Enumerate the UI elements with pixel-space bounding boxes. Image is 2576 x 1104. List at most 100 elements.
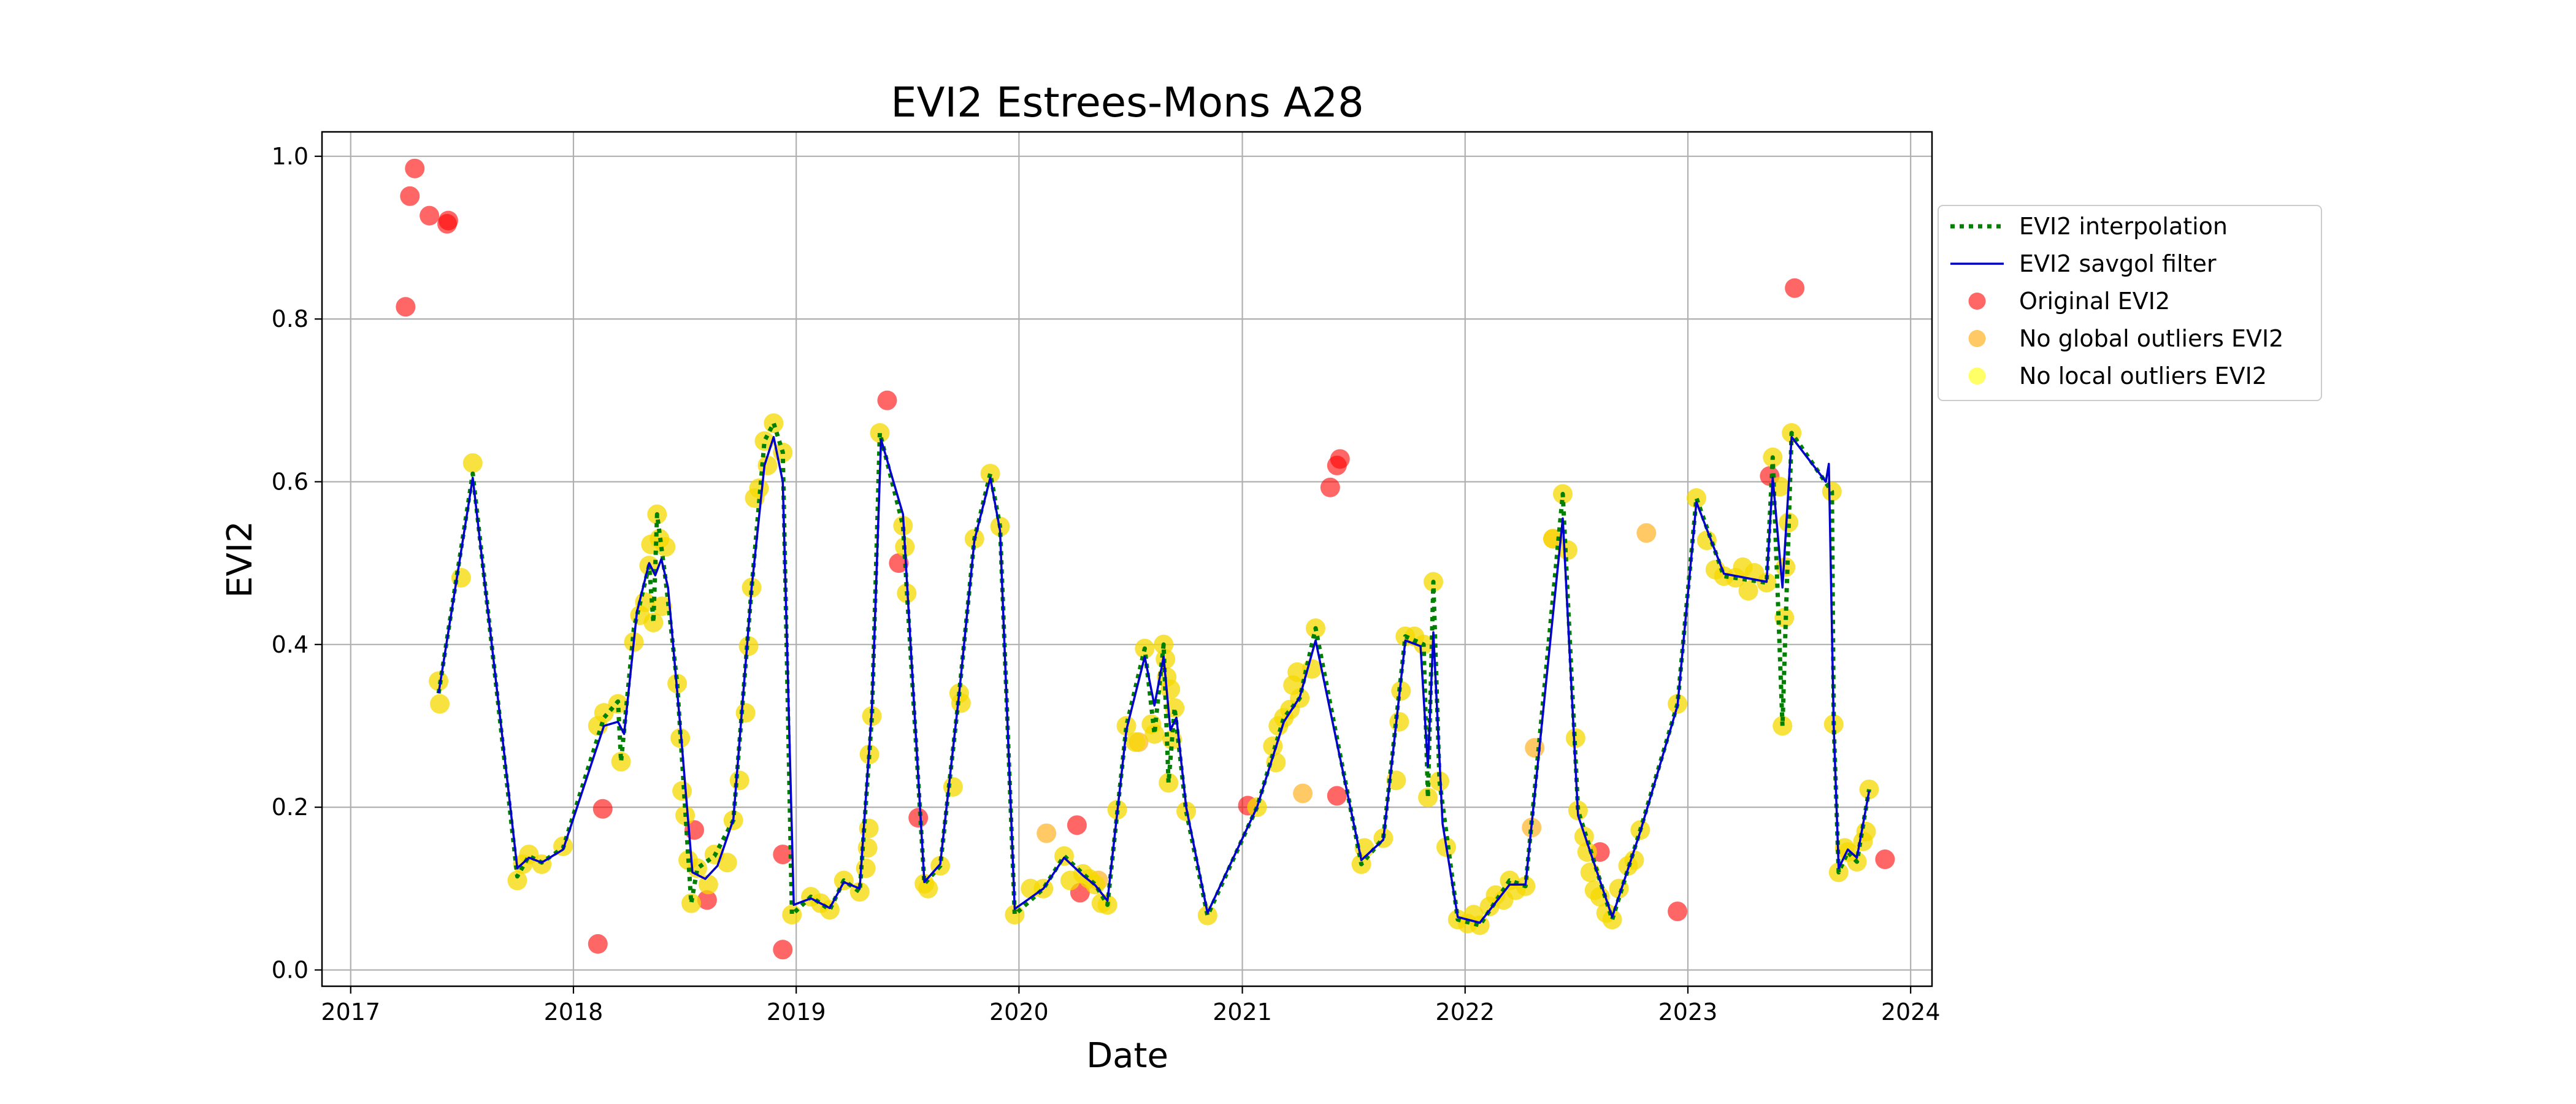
no-local-outliers-point xyxy=(1470,915,1490,935)
no-local-outliers-point xyxy=(918,878,938,899)
original-evi2-point xyxy=(396,297,416,317)
legend-label: EVI2 interpolation xyxy=(2019,213,2228,240)
original-evi2-point xyxy=(1785,278,1805,298)
original-evi2-point xyxy=(877,390,897,410)
no-local-outliers-point xyxy=(1263,736,1283,756)
y-tick-label: 0.4 xyxy=(272,631,309,658)
no-local-outliers-point xyxy=(1125,732,1146,752)
no-local-outliers-point xyxy=(782,905,802,925)
x-tick-label: 2017 xyxy=(321,999,380,1025)
plot-frame xyxy=(321,131,1933,987)
x-tick-label: 2019 xyxy=(767,999,826,1025)
no-local-outliers-point xyxy=(594,703,614,723)
original-evi2-point xyxy=(1668,901,1688,921)
legend-swatch-no-global xyxy=(1968,330,1986,347)
plot-data xyxy=(396,158,1895,960)
original-evi2-point xyxy=(400,186,420,206)
no-local-outliers-point xyxy=(735,703,756,723)
no-local-outliers-point xyxy=(1389,711,1409,732)
no-local-outliers-point xyxy=(819,900,840,920)
no-local-outliers-point xyxy=(757,455,778,475)
no-local-outliers-point xyxy=(1287,662,1308,682)
no-local-outliers-point xyxy=(980,464,1000,484)
no-local-outliers-point xyxy=(717,853,737,873)
no-local-outliers-point xyxy=(951,693,971,713)
no-local-outliers-point xyxy=(1602,910,1622,930)
y-axis-title: EVI2 xyxy=(220,521,260,598)
original-evi2-point xyxy=(438,210,458,231)
original-evi2-point xyxy=(697,890,717,910)
no-local-outliers-point xyxy=(729,770,749,791)
x-axis-title: Date xyxy=(1086,1036,1168,1076)
no-global-outliers-point xyxy=(1293,783,1313,803)
no-local-outliers-point xyxy=(643,612,664,632)
no-global-outliers-point xyxy=(1636,523,1657,543)
original-evi2-point xyxy=(1327,786,1347,806)
original-evi2-point xyxy=(1330,449,1350,469)
grid xyxy=(322,132,1932,986)
original-evi2-point xyxy=(1320,477,1340,497)
legend-swatch-original xyxy=(1968,293,1986,310)
no-local-outliers-point xyxy=(672,781,692,801)
no-global-outliers-point xyxy=(1037,823,1057,843)
no-local-outliers-point xyxy=(749,478,769,499)
chart-title: EVI2 Estrees-Mons A28 xyxy=(891,79,1364,126)
no-global-outliers-point xyxy=(1525,738,1545,758)
y-tick-label: 0.8 xyxy=(272,305,309,332)
legend: EVI2 interpolation EVI2 savgol filter Orig… xyxy=(1938,205,2322,401)
legend-swatch-no-local xyxy=(1968,367,1986,385)
no-local-outliers-point xyxy=(1557,540,1577,560)
legend-box xyxy=(1938,205,2322,401)
original-evi2-point xyxy=(405,158,425,178)
no-local-outliers-point xyxy=(507,870,527,891)
no-local-outliers-point xyxy=(1418,788,1438,808)
y-tick-label: 0.6 xyxy=(272,468,309,495)
no-local-outliers-point xyxy=(652,596,672,616)
no-local-outliers-point xyxy=(1565,728,1585,748)
savgol-line xyxy=(437,435,1871,924)
x-tick-label: 2018 xyxy=(544,999,604,1025)
legend-label: No global outliers EVI2 xyxy=(2019,325,2283,352)
no-local-outliers-point xyxy=(1543,529,1563,549)
no-local-outliers-point xyxy=(1686,488,1706,508)
original-evi2-point xyxy=(908,808,929,828)
x-tick-label: 2020 xyxy=(989,999,1049,1025)
original-evi2-point xyxy=(420,205,440,226)
no-local-outliers-point xyxy=(870,423,890,443)
legend-label: No local outliers EVI2 xyxy=(2019,362,2267,389)
original-evi2-point xyxy=(592,799,613,819)
y-tick-label: 1.0 xyxy=(272,143,309,170)
original-evi2-point xyxy=(773,940,793,960)
x-tick-label: 2021 xyxy=(1213,999,1272,1025)
no-local-outliers-point xyxy=(1770,477,1790,497)
axis-ticks: 2017 2018 2019 2020 2021 2022 2023 2024 0.0 0.2 0.… xyxy=(272,143,1941,1025)
y-tick-label: 0.0 xyxy=(272,956,309,983)
original-evi2-point xyxy=(1067,815,1087,835)
no-local-outliers-point xyxy=(1590,887,1610,907)
original-evi2-point xyxy=(773,845,793,865)
no-local-outliers-point xyxy=(754,431,775,451)
original-evi2-point xyxy=(1875,849,1895,870)
no-local-outliers-point xyxy=(462,453,483,473)
no-local-outliers-point xyxy=(1197,905,1217,926)
no-local-outliers-point xyxy=(1856,821,1876,841)
legend-label: EVI2 savgol filter xyxy=(2019,250,2217,277)
x-tick-label: 2024 xyxy=(1881,999,1941,1025)
no-local-outliers-point xyxy=(430,694,450,714)
no-local-outliers-point xyxy=(1159,773,1179,793)
original-evi2-point xyxy=(588,934,608,954)
no-local-outliers-point xyxy=(451,568,471,588)
no-local-outliers-point xyxy=(1738,581,1758,601)
no-local-outliers-point xyxy=(698,875,718,895)
no-local-outliers-point xyxy=(681,893,702,913)
x-tick-label: 2023 xyxy=(1658,999,1718,1025)
no-local-outliers-point xyxy=(1779,512,1799,532)
legend-label: Original EVI2 xyxy=(2019,288,2170,315)
no-local-outliers-point xyxy=(1773,716,1793,736)
y-tick-label: 0.2 xyxy=(272,794,309,821)
no-local-outliers-point xyxy=(1144,724,1165,744)
no-local-outliers-point xyxy=(764,413,784,433)
x-tick-label: 2022 xyxy=(1435,999,1495,1025)
